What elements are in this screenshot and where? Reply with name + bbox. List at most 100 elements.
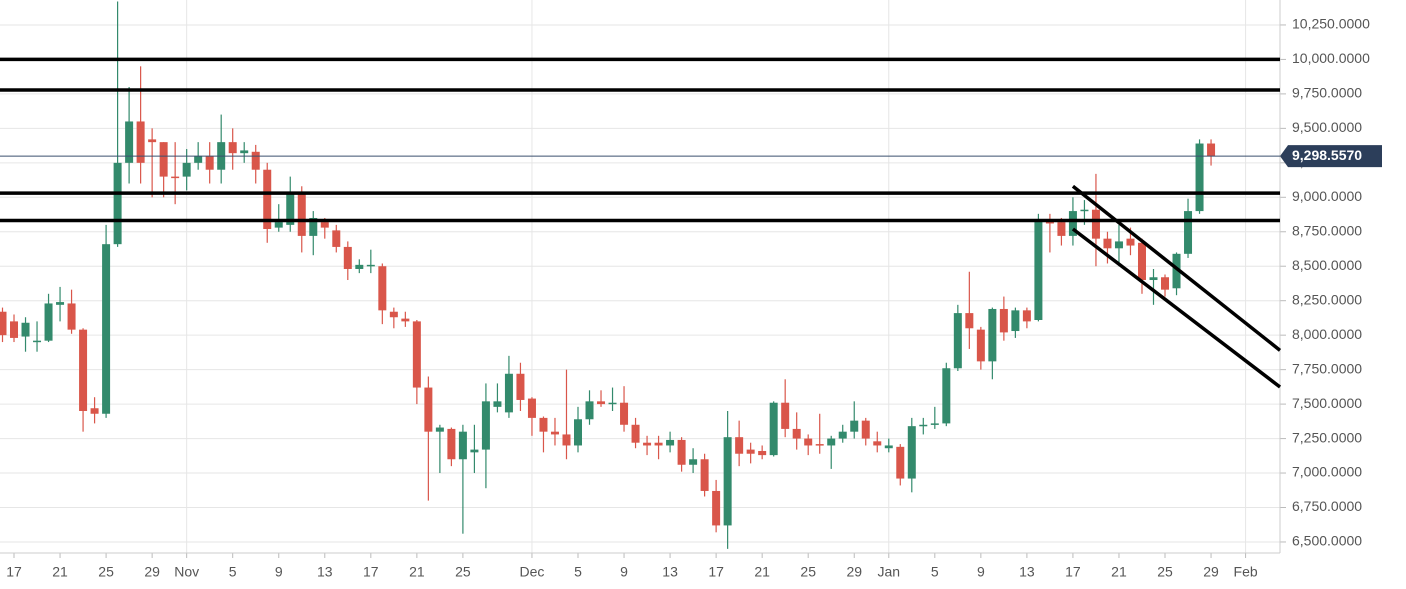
candle-body — [1137, 242, 1146, 281]
candle-body — [332, 230, 341, 247]
candle-body — [33, 340, 42, 343]
candle-body — [1011, 310, 1020, 332]
candle-body — [0, 311, 7, 336]
candle-body — [562, 434, 571, 446]
candle-body — [343, 246, 352, 269]
x-tick-label: 13 — [662, 564, 678, 580]
x-tick-label: 25 — [800, 564, 816, 580]
x-tick-label: 13 — [1019, 564, 1035, 580]
x-tick-label: 29 — [1203, 564, 1219, 580]
candle-body — [804, 438, 813, 446]
candle-body — [988, 308, 997, 362]
x-tick-label: 5 — [229, 564, 237, 580]
price-tag — [1280, 145, 1382, 168]
candle-body — [597, 401, 606, 405]
candle-body — [631, 424, 640, 443]
price-tag-label: 9,298.5570 — [1292, 147, 1362, 163]
candle-body — [102, 244, 111, 414]
candle-body — [585, 401, 594, 420]
candle-body — [781, 402, 790, 429]
y-tick-label: 7,250.0000 — [1292, 429, 1362, 445]
candle-body — [1161, 277, 1170, 290]
x-tick-label: Jan — [877, 564, 900, 580]
candle-body — [251, 151, 260, 170]
candle-body — [401, 318, 410, 322]
candle-body — [21, 322, 30, 337]
x-tick-label: 17 — [6, 564, 22, 580]
candle-body — [309, 217, 318, 236]
candle-body — [861, 420, 870, 439]
candle-body — [458, 431, 467, 460]
candle-body — [194, 155, 203, 163]
x-tick-label: 5 — [574, 564, 582, 580]
y-tick-label: 7,500.0000 — [1292, 395, 1362, 411]
candle-body — [1207, 143, 1216, 157]
candle-body — [67, 303, 76, 330]
candle-body — [389, 311, 398, 318]
x-tick-label: 25 — [98, 564, 114, 580]
candle-body — [56, 302, 65, 305]
candle-body — [539, 417, 548, 432]
candle-body — [999, 308, 1008, 333]
candle-body — [240, 150, 249, 154]
candle-body — [976, 329, 985, 362]
candle-body — [90, 408, 99, 414]
candle-body — [366, 264, 375, 267]
candle-body — [1057, 222, 1066, 236]
candle-body — [171, 176, 180, 179]
candle-body — [965, 313, 974, 329]
x-tick-label: Nov — [174, 564, 199, 580]
candle-body — [274, 222, 283, 228]
y-tick-label: 8,500.0000 — [1292, 257, 1362, 273]
x-tick-label: Feb — [1234, 564, 1258, 580]
candle-body — [838, 431, 847, 439]
y-tick-label: 9,750.0000 — [1292, 85, 1362, 101]
x-tick-label: 25 — [1157, 564, 1173, 580]
trend-line — [1071, 184, 1282, 352]
x-tick-label: 21 — [754, 564, 770, 580]
candle-body — [493, 401, 502, 407]
candle-body — [930, 423, 939, 425]
candle-body — [1149, 277, 1158, 281]
candle-body — [136, 121, 145, 163]
candle-body — [10, 321, 19, 338]
candle-body — [792, 428, 801, 439]
x-tick-label: 9 — [620, 564, 628, 580]
candle-body — [527, 398, 536, 418]
candle-body — [919, 424, 928, 427]
candle-body — [700, 459, 709, 491]
candle-body — [643, 442, 652, 446]
candle-body — [907, 426, 916, 479]
candle-body — [574, 419, 582, 446]
candle-body — [1022, 310, 1031, 322]
candle-body — [735, 437, 744, 454]
candle-body — [942, 368, 951, 424]
candle-body — [1172, 253, 1181, 289]
candle-body — [723, 437, 732, 526]
candle-body — [125, 121, 134, 163]
y-tick-label: 7,000.0000 — [1292, 464, 1362, 480]
x-tick-label: 25 — [455, 564, 471, 580]
candle-body — [1091, 209, 1100, 239]
candle-body — [953, 313, 962, 369]
x-tick-label: 29 — [144, 564, 160, 580]
candle-body — [873, 441, 882, 446]
x-tick-label: 29 — [846, 564, 862, 580]
y-tick-label: 8,250.0000 — [1292, 291, 1362, 307]
candle-body — [1103, 238, 1112, 249]
x-tick-label: 21 — [1111, 564, 1127, 580]
candle-body — [113, 162, 122, 245]
candle-body — [412, 321, 421, 388]
y-tick-label: 6,750.0000 — [1292, 498, 1362, 514]
candle-body — [159, 142, 168, 177]
candle-body — [470, 449, 479, 453]
trend-line — [1071, 227, 1282, 389]
candle-body — [481, 401, 490, 450]
candle-body — [1126, 238, 1135, 246]
candle-body — [435, 427, 444, 432]
y-tick-label: 8,000.0000 — [1292, 326, 1362, 342]
candle-body — [758, 450, 767, 456]
candle-body — [79, 329, 88, 411]
x-tick-label: 9 — [977, 564, 985, 580]
